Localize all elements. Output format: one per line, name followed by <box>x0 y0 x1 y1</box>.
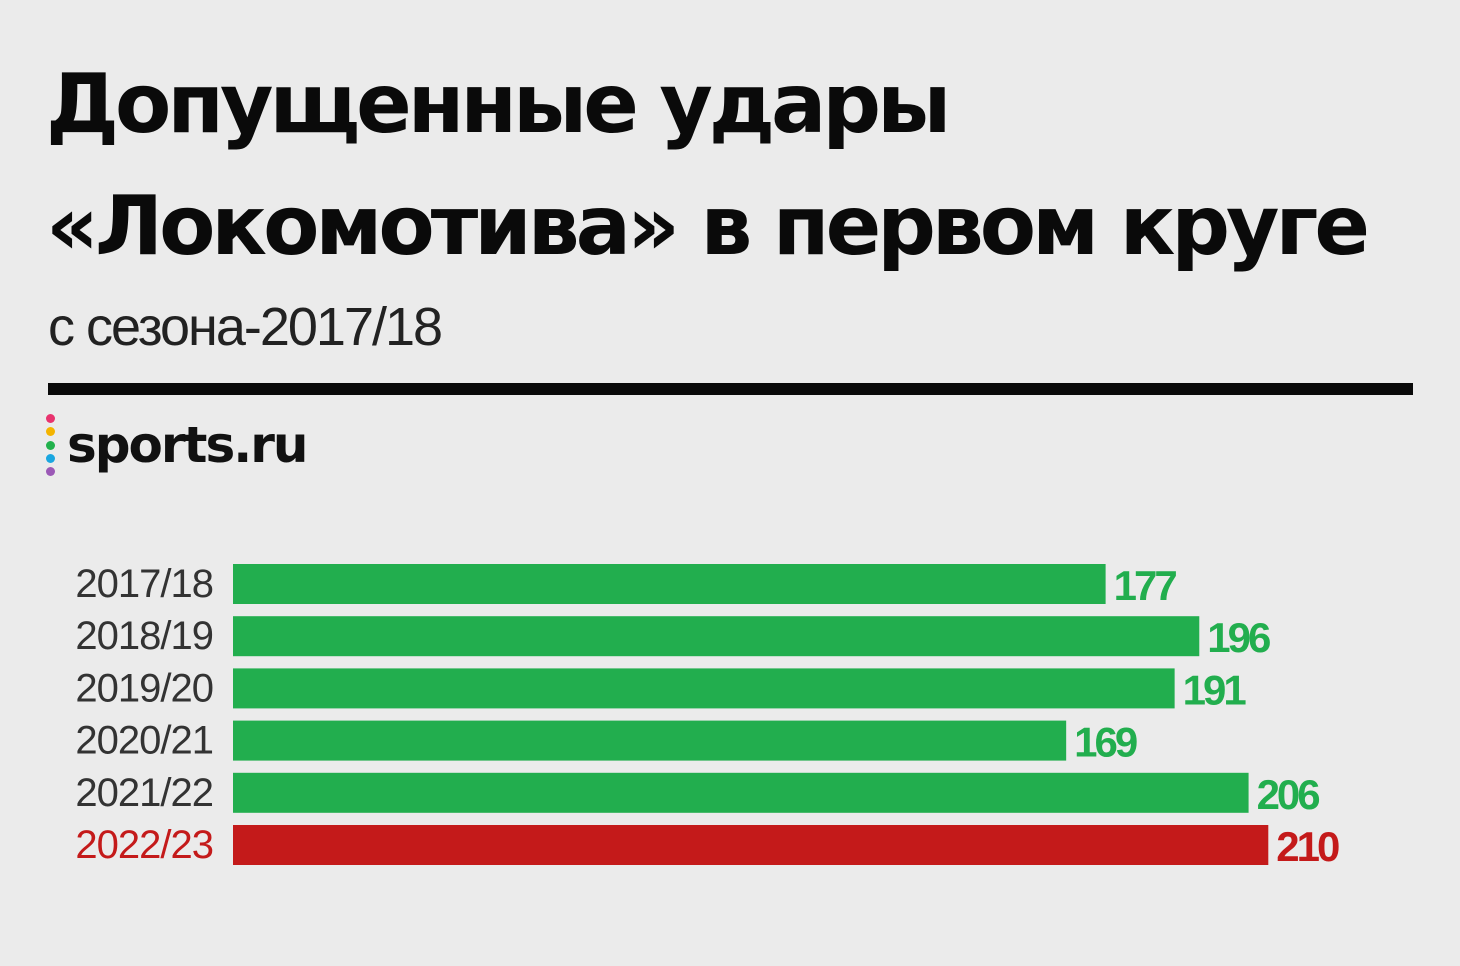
bar-0 <box>233 564 1106 604</box>
value-label-1: 196 <box>1207 614 1270 661</box>
bar-3 <box>233 720 1067 761</box>
sports-ru-logo: sports.ru <box>46 410 308 480</box>
logo-dot-3 <box>46 453 55 463</box>
category-label-4: 2021/22 <box>75 771 213 815</box>
logo-dot-1 <box>46 427 55 437</box>
chart-title-line-2: «Локомотива» в первом круге <box>46 179 1370 274</box>
category-label-0: 2017/18 <box>75 562 213 606</box>
value-label-4: 206 <box>1257 771 1320 818</box>
logo-dots-icon <box>46 414 55 476</box>
value-label-2: 191 <box>1183 666 1247 713</box>
logo-wordmark: sports.ru <box>67 416 308 474</box>
logo-dot-4 <box>46 467 55 476</box>
chart-title-line-1: Допущенные удары <box>46 57 951 152</box>
category-label-2: 2019/20 <box>75 666 213 710</box>
chart-title: Допущенные удары «Локомотива» в первом к… <box>46 44 1426 288</box>
category-label-3: 2020/21 <box>75 719 213 763</box>
bar-4 <box>233 772 1249 813</box>
bar-chart: 2017/18 177 2018/19 196 2019/20 191 2020/21 169… <box>75 562 1342 870</box>
value-label-3: 169 <box>1074 719 1137 766</box>
divider-rule <box>48 383 1413 395</box>
chart-subtitle: с сезона-2017/18 <box>48 297 443 357</box>
bar-5 <box>233 825 1269 865</box>
value-label-0: 177 <box>1114 562 1177 609</box>
value-label-5: 210 <box>1276 823 1339 870</box>
bar-1 <box>233 616 1200 657</box>
category-label-1: 2018/19 <box>75 614 213 658</box>
bar-2 <box>233 668 1175 709</box>
category-label-5: 2022/23 <box>75 823 213 867</box>
logo-dot-2 <box>46 440 55 450</box>
logo-dot-0 <box>46 414 55 423</box>
